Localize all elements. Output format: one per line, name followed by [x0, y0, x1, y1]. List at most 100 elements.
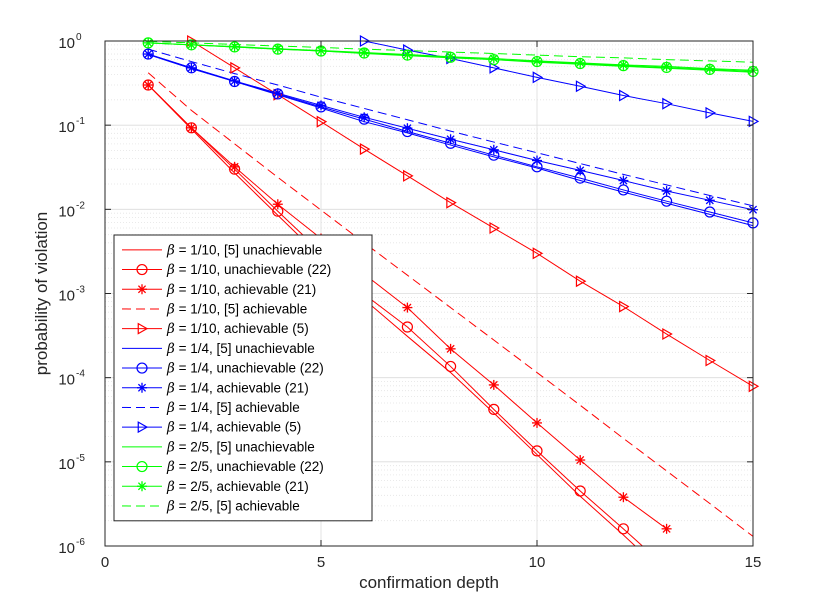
star-stroke — [360, 113, 369, 122]
star-stroke — [532, 156, 542, 165]
star-stroke — [576, 58, 585, 67]
star-marker — [359, 47, 370, 58]
legend-box — [113, 234, 373, 522]
legend-label-text: = 1/4, achievable (5) — [175, 420, 301, 435]
star-marker — [445, 343, 456, 354]
series-4 — [191, 41, 753, 387]
triangle-marker — [619, 300, 630, 313]
star-stroke — [705, 196, 714, 205]
legend-beta-symbol: β — [166, 321, 175, 337]
y-tick-label-exponent: -3 — [76, 285, 85, 296]
y-tick-label-exponent: 0 — [76, 32, 82, 43]
circle-marker — [617, 523, 630, 535]
y-tick-label: 10 -1 — [58, 116, 85, 136]
y-tick-label-exponent: -5 — [76, 453, 85, 464]
legend-entry: β = 1/4, [5] achievable — [122, 400, 300, 416]
triangle-marker — [489, 61, 501, 74]
star-marker — [316, 45, 326, 56]
y-tick-label-base: 10 — [58, 540, 75, 557]
star-marker — [137, 382, 147, 393]
legend-label: β = 1/10, achievable (5) — [166, 321, 309, 337]
legend-label-text: = 2/5, [5] unachievable — [175, 439, 315, 454]
y-tick-label-exponent: -2 — [76, 200, 85, 211]
legend-label: β = 1/10, achievable (21) — [166, 282, 316, 298]
star-marker — [229, 161, 240, 172]
star-marker — [488, 144, 499, 155]
triangle-marker — [662, 97, 673, 110]
triangle-marker — [619, 89, 630, 102]
star-marker — [445, 51, 456, 62]
star-marker — [661, 523, 672, 534]
legend-label-text: = 1/10, [5] achievable — [175, 301, 307, 316]
star-stroke — [489, 380, 498, 389]
star-marker — [137, 481, 147, 492]
legend-label: β = 2/5, unachievable (22) — [166, 459, 324, 475]
star-marker — [488, 53, 499, 64]
legend-beta-symbol: β — [166, 341, 175, 357]
legend-label: β = 1/10, [5] unachievable — [166, 242, 322, 258]
x-tick-label: 15 — [745, 554, 762, 571]
star-stroke — [273, 44, 282, 53]
legend-beta-symbol: β — [166, 400, 175, 416]
star-marker — [143, 80, 154, 91]
star-stroke — [230, 76, 239, 86]
legend-label: β = 2/5, achievable (21) — [166, 479, 309, 495]
legend: β = 1/10, [5] unachievable β = 1/10, unac… — [113, 234, 373, 522]
legend-label: β = 1/4, [5] achievable — [166, 400, 300, 416]
star-stroke — [230, 42, 239, 51]
triangle-marker — [359, 143, 371, 156]
y-tick-label: 10 -2 — [58, 200, 85, 220]
x-axis-title: confirmation depth — [359, 573, 499, 592]
star-marker — [488, 379, 499, 390]
x-tick-label: 10 — [529, 554, 546, 571]
legend-label-text: = 1/4, [5] unachievable — [175, 341, 315, 356]
legend-label-text: = 1/10, [5] unachievable — [175, 242, 323, 257]
legend-label-text: = 2/5, unachievable (22) — [175, 459, 324, 474]
star-stroke — [619, 60, 628, 69]
series-8 — [148, 48, 753, 207]
legend-label-text: = 2/5, achievable (21) — [175, 479, 309, 494]
legend-beta-symbol: β — [166, 459, 175, 475]
star-stroke — [532, 56, 542, 65]
star-stroke — [662, 62, 671, 71]
legend-label: β = 1/4, achievable (5) — [166, 420, 301, 436]
star-stroke — [576, 455, 585, 465]
axis-ticks — [104, 40, 754, 547]
star-marker — [661, 61, 672, 72]
triangle-marker — [705, 354, 717, 367]
circle-marker — [136, 263, 148, 276]
triangle-marker — [230, 61, 241, 74]
star-marker — [532, 155, 542, 166]
triangle-marker — [662, 327, 673, 341]
x-tick-label: 5 — [317, 554, 325, 571]
triangle-marker — [748, 380, 760, 393]
star-marker — [229, 41, 240, 52]
legend-beta-symbol: β — [166, 439, 175, 455]
star-marker — [402, 49, 413, 60]
triangle-marker — [532, 71, 544, 84]
legend-label-text: = 1/10, unachievable (22) — [175, 262, 331, 277]
legend-label-text: = 1/4, unachievable (22) — [175, 361, 324, 376]
star-stroke — [403, 303, 412, 312]
star-stroke — [446, 344, 455, 353]
legend-label: β = 1/4, [5] unachievable — [166, 341, 315, 357]
star-marker — [532, 55, 542, 66]
legend-label-text: = 2/5, [5] achievable — [175, 498, 300, 513]
star-stroke — [446, 135, 455, 144]
star-stroke — [403, 50, 412, 59]
star-marker — [575, 455, 586, 466]
triangle-marker — [316, 115, 328, 128]
star-marker — [186, 122, 197, 133]
legend-entry: β = 1/4, achievable (21) — [122, 380, 309, 396]
legend-entry: β = 1/4, achievable (5) — [122, 420, 301, 436]
series-2-markers — [143, 80, 672, 534]
y-tick-label: 10 -4 — [58, 369, 85, 389]
circle-marker — [531, 445, 543, 457]
triangle-marker — [446, 196, 457, 209]
star-stroke — [662, 524, 671, 533]
legend-entry: β = 2/5, achievable (21) — [122, 479, 309, 495]
series-line — [364, 41, 753, 122]
legend-label: β = 1/10, [5] achievable — [166, 301, 307, 317]
